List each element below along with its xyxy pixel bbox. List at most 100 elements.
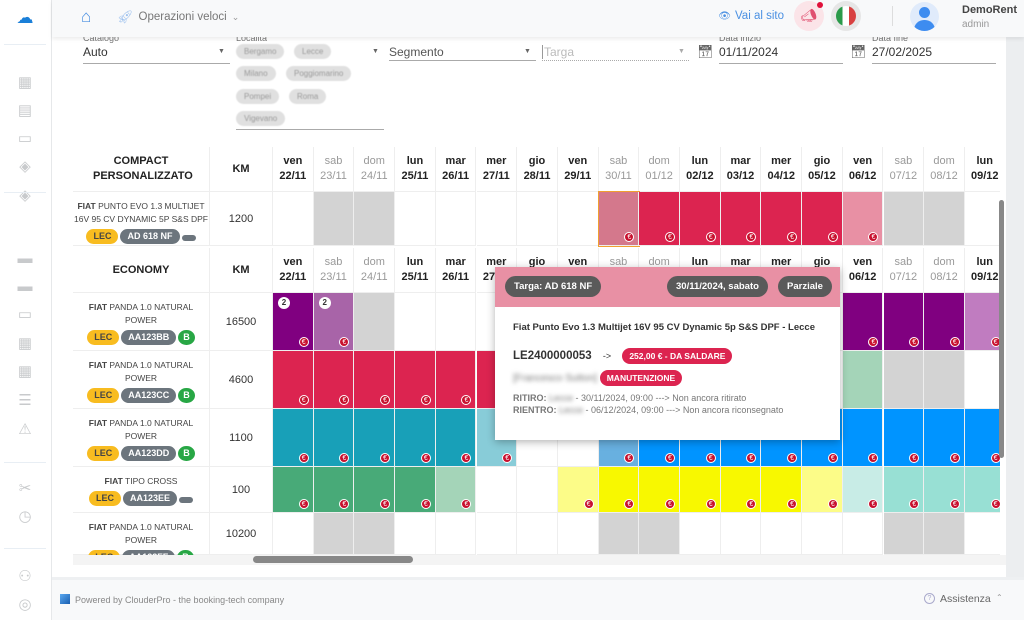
warning-icon[interactable]: ⚠ <box>18 421 32 438</box>
booking-code[interactable]: LE2400000053 <box>513 350 592 362</box>
calendar-icon[interactable]: 📅︎ <box>697 44 714 59</box>
powered-by-text[interactable]: Powered by ClouderPro - the booking-tech… <box>75 595 285 605</box>
plate-input[interactable]: Targa <box>542 45 575 59</box>
day-cell[interactable]: € <box>720 192 762 246</box>
day-cell[interactable] <box>598 513 640 555</box>
start-date-input[interactable]: 01/11/2024 <box>719 45 779 59</box>
day-cell[interactable] <box>354 192 396 246</box>
day-cell[interactable] <box>761 513 803 555</box>
vertical-scrollbar-thumb[interactable] <box>999 200 1004 458</box>
users-icon[interactable]: ⚇ <box>18 568 32 585</box>
day-cell[interactable] <box>395 513 436 555</box>
quick-ops-menu[interactable]: Operazioni veloci <box>138 11 227 23</box>
day-cell[interactable] <box>639 513 680 555</box>
calendar-icon[interactable]: ▦ <box>17 363 33 380</box>
day-cell[interactable]: € <box>598 467 640 513</box>
day-cell[interactable]: € <box>354 351 396 409</box>
day-cell[interactable]: € <box>435 351 477 409</box>
layers-icon[interactable]: ◈ <box>19 158 31 175</box>
location-chip[interactable]: Vigevano <box>236 111 286 126</box>
day-cell[interactable]: €2 <box>313 293 355 351</box>
logo-icon[interactable]: ☁ <box>16 8 34 27</box>
calendar-icon[interactable]: 📅︎ <box>850 44 867 59</box>
day-cell[interactable]: € <box>680 467 721 513</box>
day-cell[interactable] <box>557 192 599 246</box>
location-chip[interactable]: Poggiomarino <box>286 66 352 81</box>
day-cell[interactable] <box>354 513 396 555</box>
day-cell[interactable]: €2 <box>273 293 314 351</box>
day-cell[interactable]: € <box>924 293 965 351</box>
day-cell[interactable] <box>435 513 477 555</box>
vehicle-cell[interactable]: FIAT PUNTO EVO 1.3 MULTIJET 16V 95 CV DY… <box>73 192 210 246</box>
day-cell[interactable]: € <box>597 191 641 247</box>
vehicle-cell[interactable]: FIAT PANDA 1.0 NATURAL POWER LEC AA123BB B <box>73 293 210 351</box>
day-cell[interactable]: € <box>802 192 843 246</box>
day-cell[interactable] <box>842 351 884 409</box>
day-cell[interactable]: € <box>802 467 843 513</box>
day-cell[interactable]: € <box>680 192 721 246</box>
day-cell[interactable] <box>883 192 925 246</box>
day-cell[interactable] <box>476 467 518 513</box>
timer-icon[interactable]: ◷ <box>18 508 32 525</box>
day-cell[interactable] <box>802 513 843 555</box>
day-cell[interactable] <box>924 351 965 409</box>
day-cell[interactable]: € <box>435 409 477 467</box>
visit-site-link[interactable]: Vai al sito <box>734 10 784 22</box>
day-cell[interactable]: € <box>313 467 355 513</box>
day-cell[interactable] <box>517 467 558 513</box>
day-cell[interactable]: € <box>273 467 314 513</box>
day-cell[interactable] <box>842 513 884 555</box>
cash-icon[interactable]: ▬ <box>17 278 33 295</box>
day-cell[interactable]: € <box>720 467 762 513</box>
day-cell[interactable]: € <box>273 409 314 467</box>
day-cell[interactable]: € <box>842 192 884 246</box>
day-cell[interactable] <box>924 513 965 555</box>
catalog-select[interactable]: Auto <box>83 45 108 59</box>
vehicle-cell[interactable]: FIAT PANDA 1.0 NATURAL POWER LEC AA123CC B <box>73 351 210 409</box>
day-cell[interactable]: € <box>313 409 355 467</box>
vehicle-cell[interactable]: FIAT TIPO CROSS LEC AA123EE <box>73 467 210 513</box>
day-cell[interactable]: € <box>883 467 925 513</box>
day-cell[interactable]: € <box>761 192 803 246</box>
day-cell[interactable] <box>313 513 355 555</box>
presentation-icon[interactable]: ▭ <box>17 130 33 147</box>
calendar-icon[interactable]: ▦ <box>17 335 33 352</box>
vehicle-cell[interactable]: FIAT PANDA 1.0 NATURAL POWER LECAA123FFB <box>73 513 210 555</box>
day-cell[interactable]: € <box>924 467 965 513</box>
day-cell[interactable] <box>273 192 314 246</box>
day-cell[interactable] <box>964 351 1000 409</box>
day-cell[interactable] <box>964 192 1000 246</box>
location-chip[interactable]: Bergamo <box>236 44 285 59</box>
day-cell[interactable]: € <box>924 409 965 467</box>
day-cell[interactable]: € <box>557 467 599 513</box>
day-cell[interactable] <box>680 513 721 555</box>
home-icon[interactable]: ⌂ <box>81 7 92 26</box>
day-cell[interactable] <box>924 192 965 246</box>
day-cell[interactable] <box>476 192 518 246</box>
segment-select[interactable]: Segmento <box>389 45 444 59</box>
horizontal-scrollbar[interactable] <box>73 555 1006 565</box>
day-cell[interactable]: € <box>964 293 1000 351</box>
day-cell[interactable]: € <box>354 467 396 513</box>
day-cell[interactable] <box>964 513 1000 555</box>
credit-card-icon[interactable]: ▭ <box>17 306 33 323</box>
horizontal-scrollbar-thumb[interactable] <box>253 556 413 563</box>
day-cell[interactable]: € <box>883 293 925 351</box>
day-cell[interactable] <box>517 513 558 555</box>
day-cell[interactable] <box>435 293 477 351</box>
location-chip[interactable]: Lecce <box>294 44 332 59</box>
day-cell[interactable]: € <box>395 467 436 513</box>
day-cell[interactable] <box>395 293 436 351</box>
day-cell[interactable] <box>883 513 925 555</box>
day-cell[interactable]: € <box>354 409 396 467</box>
day-cell[interactable] <box>313 192 355 246</box>
cash-icon[interactable]: ▬ <box>17 250 33 267</box>
day-cell[interactable]: € <box>395 351 436 409</box>
day-cell[interactable] <box>517 192 558 246</box>
visit-site-group[interactable]: 👁︎ Vai al sito <box>718 10 784 22</box>
tools-icon[interactable]: ✂ <box>18 480 32 497</box>
day-cell[interactable] <box>435 192 477 246</box>
day-cell[interactable] <box>395 192 436 246</box>
quick-ops-group[interactable]: 🚀︎ Operazioni veloci ⌄ <box>117 9 239 25</box>
day-cell[interactable]: € <box>964 409 1000 467</box>
